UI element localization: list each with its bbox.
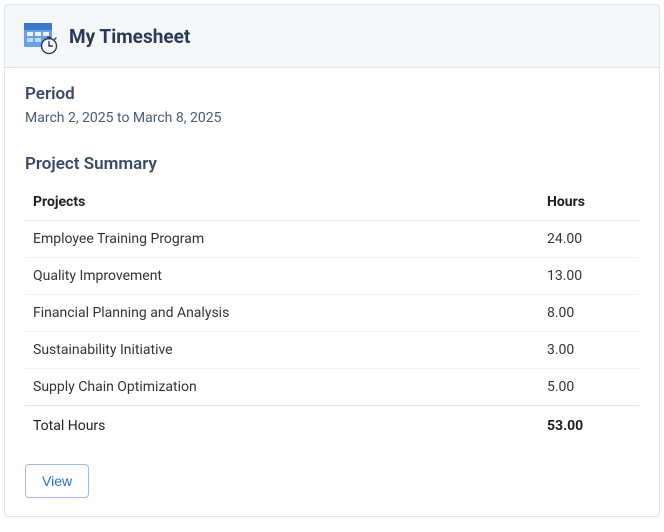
total-label: Total Hours	[25, 406, 539, 447]
table-total-row: Total Hours 53.00	[25, 406, 639, 447]
view-button[interactable]: View	[25, 464, 89, 498]
summary-title: Project Summary	[25, 154, 639, 174]
card-body: Period March 2, 2025 to March 8, 2025 Pr…	[5, 68, 659, 516]
project-cell: Employee Training Program	[25, 221, 539, 258]
table-row: Employee Training Program 24.00	[25, 221, 639, 258]
project-cell: Supply Chain Optimization	[25, 369, 539, 406]
table-row: Supply Chain Optimization 5.00	[25, 369, 639, 406]
table-row: Financial Planning and Analysis 8.00	[25, 295, 639, 332]
column-header-hours: Hours	[539, 184, 639, 221]
project-summary-table: Projects Hours Employee Training Program…	[25, 184, 639, 446]
hours-cell: 3.00	[539, 332, 639, 369]
project-cell: Sustainability Initiative	[25, 332, 539, 369]
page-title: My Timesheet	[69, 25, 190, 48]
project-cell: Financial Planning and Analysis	[25, 295, 539, 332]
timesheet-icon	[23, 19, 57, 53]
table-row: Sustainability Initiative 3.00	[25, 332, 639, 369]
hours-cell: 5.00	[539, 369, 639, 406]
table-row: Quality Improvement 13.00	[25, 258, 639, 295]
hours-cell: 13.00	[539, 258, 639, 295]
hours-cell: 8.00	[539, 295, 639, 332]
period-value: March 2, 2025 to March 8, 2025	[25, 110, 639, 126]
timesheet-card: My Timesheet Period March 2, 2025 to Mar…	[4, 4, 660, 517]
table-header-row: Projects Hours	[25, 184, 639, 221]
card-header: My Timesheet	[5, 5, 659, 68]
total-value: 53.00	[539, 406, 639, 447]
stopwatch-icon	[39, 35, 59, 55]
hours-cell: 24.00	[539, 221, 639, 258]
period-label: Period	[25, 84, 639, 104]
column-header-projects: Projects	[25, 184, 539, 221]
project-cell: Quality Improvement	[25, 258, 539, 295]
